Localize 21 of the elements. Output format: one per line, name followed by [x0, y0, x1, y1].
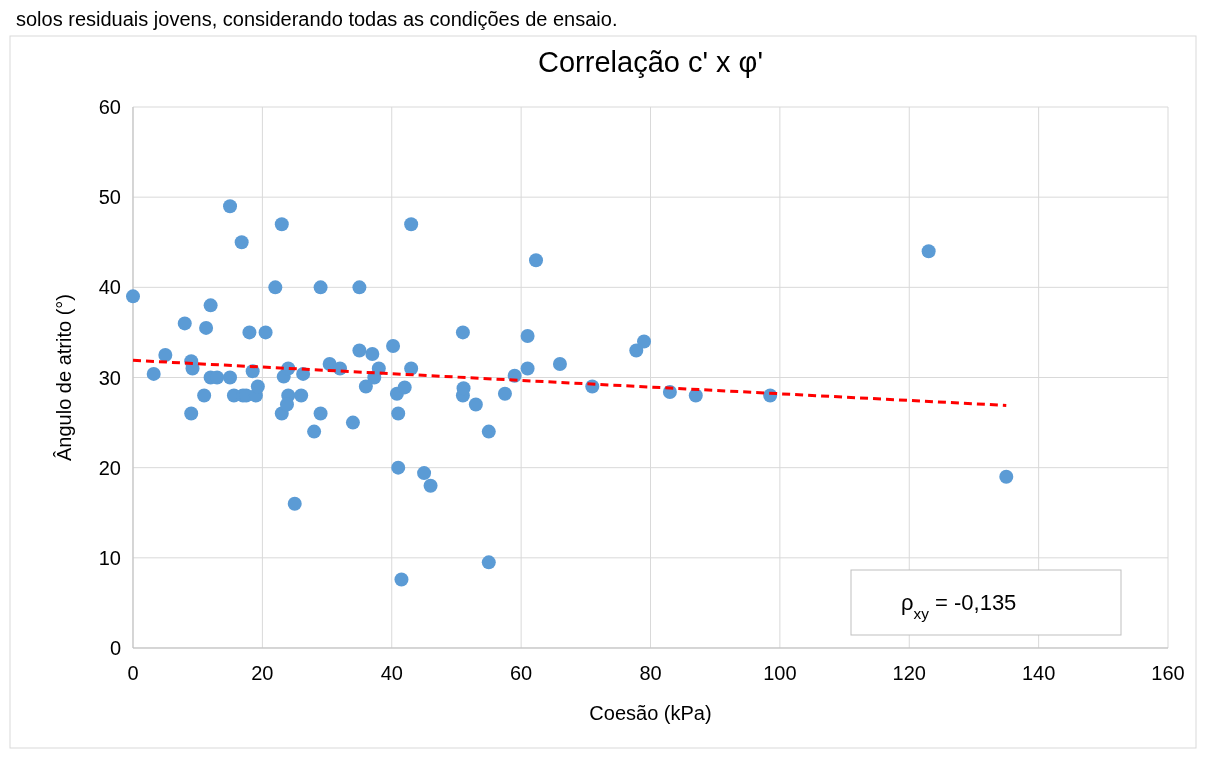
y-tick-label: 0: [109, 637, 121, 659]
y-tick-label: 20: [98, 456, 121, 479]
x-tick-label: 100: [763, 662, 797, 684]
x-tick-label: 120: [892, 662, 926, 684]
annotation: ρ$_{xy}$ = -0,135: [901, 590, 1017, 622]
text: solos residuais jovens, considerando todas as condições de ensaio.: [16, 8, 618, 30]
x-tick-label: 20: [251, 662, 274, 684]
y-axis-title: Ângulo de atrito (°): [53, 294, 75, 461]
y-tick-label: 10: [98, 546, 121, 569]
y-tick-label: 60: [98, 96, 121, 118]
x-tick-label: 40: [380, 662, 403, 684]
x-tick-label: 60: [510, 662, 533, 684]
y-tick-label: 30: [98, 366, 121, 389]
y-tick-label: 40: [98, 276, 121, 299]
x-tick-label: 80: [639, 662, 662, 684]
x-tick-label: 0: [127, 662, 139, 684]
x-axis-title: Coesão (kPa): [589, 702, 712, 724]
chart-title: Correlação c' x φ': [538, 46, 763, 78]
x-tick-label: 160: [1151, 662, 1185, 684]
x-tick-label: 140: [1021, 662, 1056, 684]
y-tick-label: 50: [98, 186, 121, 209]
